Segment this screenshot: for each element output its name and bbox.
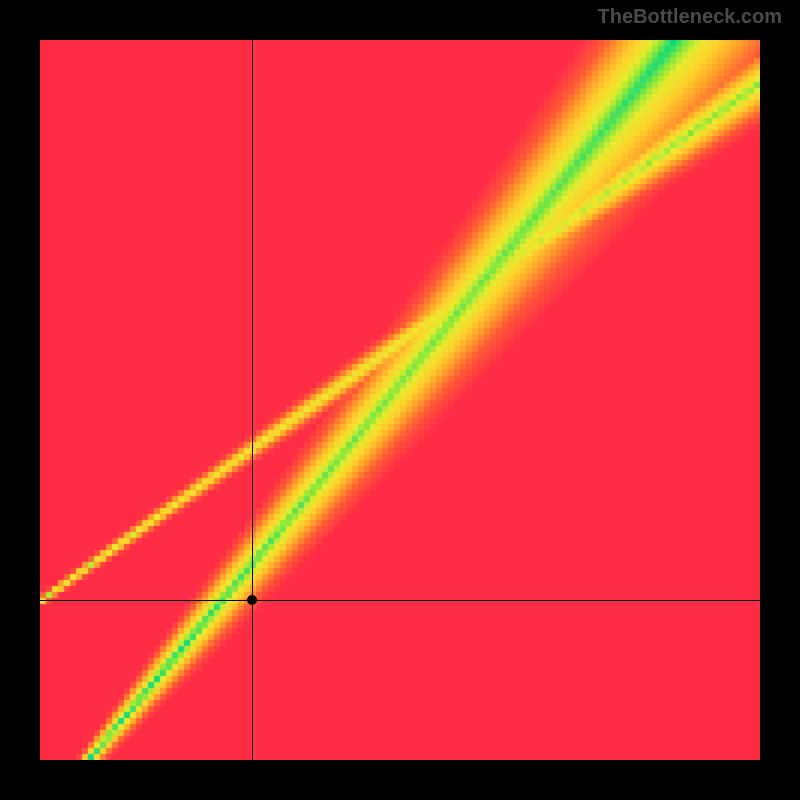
crosshair-marker xyxy=(247,595,257,605)
heatmap-canvas xyxy=(40,40,760,760)
heatmap-plot xyxy=(40,40,760,760)
crosshair-horizontal xyxy=(40,600,760,601)
watermark-text: TheBottleneck.com xyxy=(598,6,782,29)
crosshair-vertical xyxy=(252,40,253,760)
